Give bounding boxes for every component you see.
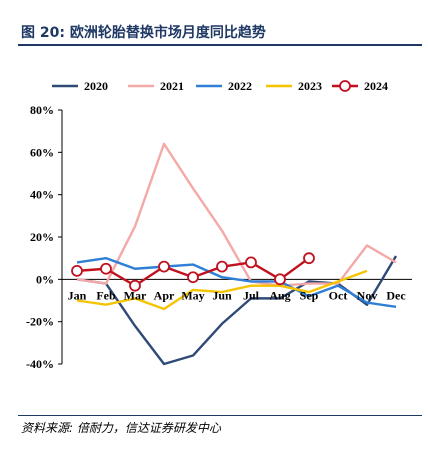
chart-axes: 80% 60% 40% 20% 0% -20% -40% (26, 103, 412, 371)
legend-marker-2024 (339, 80, 351, 92)
series-point-2024 (158, 260, 170, 273)
legend-label-2024: 2024 (364, 79, 388, 93)
series-point-2024 (187, 271, 199, 284)
source-note: 资料来源: 倍耐力，信达证券研发中心 (21, 421, 221, 435)
series-point-2024 (303, 252, 315, 265)
x-tick-label: Mar (124, 288, 147, 302)
x-tick-label: Nov (357, 288, 378, 302)
figure-title: 图 20: 欧洲轮胎替换市场月度同比趋势 (21, 25, 266, 41)
series-point-2024 (245, 256, 257, 269)
y-tick-label: 80% (30, 103, 54, 117)
legend-label-2021: 2021 (160, 79, 184, 93)
line-chart: 2020 2021 2022 2023 2024 80% 60% 40% 20% 0% -20% -… (26, 79, 412, 371)
chart-series (71, 142, 398, 366)
series-point-2024 (100, 262, 112, 275)
x-tick-label: May (181, 288, 204, 302)
footer-divider (18, 415, 422, 416)
y-tick-label: 0% (36, 272, 54, 286)
y-tick-label: 60% (30, 145, 54, 159)
y-tick-label: 40% (30, 188, 54, 202)
legend-label-2023: 2023 (298, 79, 322, 93)
x-tick-label: Jan (68, 288, 87, 302)
chart-legend: 2020 2021 2022 2023 2024 (52, 79, 388, 93)
x-tick-label: Feb (96, 288, 116, 302)
series-line-2023 (76, 269, 368, 311)
y-tick-label: -40% (26, 357, 54, 371)
series-line-2022 (76, 256, 397, 309)
series-line-2021 (76, 142, 397, 287)
title-divider (18, 44, 422, 46)
series-point-2024 (71, 264, 83, 277)
legend-label-2020: 2020 (84, 79, 108, 93)
x-tick-label: Apr (154, 288, 175, 302)
series-line-2020 (76, 255, 398, 366)
x-tick-label: Aug (269, 288, 290, 302)
figure-header: 图 20: 欧洲轮胎替换市场月度同比趋势 (0, 0, 428, 44)
series-point-2024 (216, 260, 228, 273)
x-tick-label: Sep (300, 288, 319, 302)
series-point-2024 (274, 273, 286, 286)
x-tick-label: Jun (212, 288, 232, 302)
legend-label-2022: 2022 (228, 79, 252, 93)
y-tick-label: 20% (30, 230, 54, 244)
y-tick-label: -20% (26, 315, 54, 329)
x-tick-label: Jul (243, 288, 260, 302)
x-tick-labels: Jan Feb Mar Apr May Jun Jul Aug Sep Oct Nov Dec (68, 288, 407, 302)
x-tick-label: Oct (329, 288, 348, 302)
series-point-2024 (129, 279, 141, 292)
x-tick-label: Dec (386, 288, 406, 302)
